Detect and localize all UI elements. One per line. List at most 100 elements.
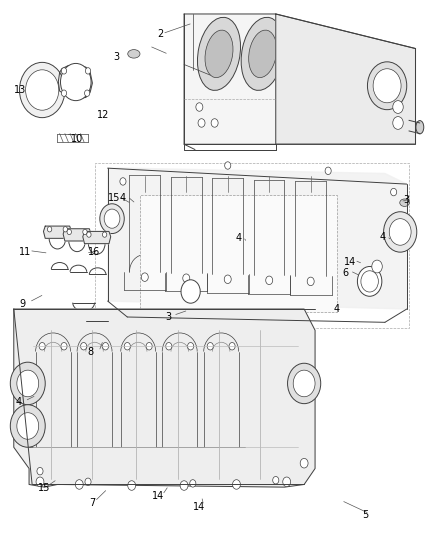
Circle shape: [39, 343, 45, 350]
Circle shape: [37, 467, 43, 475]
Circle shape: [361, 271, 378, 292]
Circle shape: [325, 167, 331, 174]
Circle shape: [357, 266, 382, 296]
Circle shape: [288, 364, 321, 403]
Circle shape: [307, 277, 314, 286]
Circle shape: [36, 477, 44, 487]
Circle shape: [180, 481, 188, 490]
Ellipse shape: [205, 30, 233, 78]
Circle shape: [373, 69, 401, 103]
Circle shape: [211, 119, 218, 127]
Text: 3: 3: [404, 195, 410, 205]
Text: 9: 9: [19, 298, 25, 309]
Circle shape: [198, 119, 205, 127]
Polygon shape: [184, 14, 416, 144]
Text: 4: 4: [120, 193, 126, 204]
Text: 16: 16: [88, 247, 101, 256]
Text: 15: 15: [38, 483, 50, 493]
Circle shape: [393, 117, 403, 130]
Circle shape: [87, 232, 91, 237]
Circle shape: [102, 343, 109, 350]
Text: 14: 14: [193, 502, 205, 512]
Circle shape: [47, 227, 52, 232]
Circle shape: [224, 275, 231, 284]
Circle shape: [293, 370, 315, 397]
Circle shape: [19, 62, 65, 118]
Text: 4: 4: [334, 304, 340, 314]
Circle shape: [391, 188, 397, 196]
Ellipse shape: [400, 199, 410, 206]
Circle shape: [81, 343, 87, 350]
Bar: [95, 163, 409, 328]
Circle shape: [25, 70, 59, 110]
Text: 8: 8: [87, 346, 93, 357]
Circle shape: [17, 413, 39, 439]
Circle shape: [17, 370, 39, 397]
Polygon shape: [83, 231, 111, 244]
Text: 5: 5: [362, 510, 368, 520]
Circle shape: [85, 90, 90, 96]
Text: 13: 13: [14, 85, 26, 95]
Text: 14: 14: [152, 491, 164, 501]
Circle shape: [102, 232, 107, 237]
Circle shape: [11, 405, 45, 447]
Circle shape: [229, 343, 235, 350]
Text: 14: 14: [344, 257, 356, 267]
Circle shape: [146, 343, 152, 350]
Circle shape: [207, 343, 213, 350]
Bar: [141, 195, 337, 312]
Text: 10: 10: [71, 134, 83, 144]
Circle shape: [100, 204, 124, 233]
Circle shape: [141, 273, 148, 281]
Text: 7: 7: [89, 498, 95, 508]
Circle shape: [61, 90, 67, 96]
Circle shape: [283, 477, 290, 487]
Circle shape: [128, 481, 136, 490]
Text: 12: 12: [97, 110, 110, 120]
Circle shape: [273, 477, 279, 484]
Circle shape: [11, 362, 45, 405]
Polygon shape: [58, 66, 92, 99]
Ellipse shape: [416, 120, 424, 134]
Text: 15: 15: [108, 193, 120, 204]
Circle shape: [181, 280, 200, 303]
Text: 3: 3: [113, 52, 120, 61]
Circle shape: [384, 212, 417, 252]
Circle shape: [266, 276, 273, 285]
Polygon shape: [14, 309, 315, 487]
Circle shape: [85, 68, 91, 74]
Circle shape: [183, 274, 190, 282]
Circle shape: [67, 229, 71, 235]
Circle shape: [190, 480, 196, 487]
Circle shape: [367, 62, 407, 110]
Ellipse shape: [249, 30, 277, 78]
Text: 4: 4: [380, 232, 386, 243]
Circle shape: [225, 162, 231, 169]
Circle shape: [196, 103, 203, 111]
Circle shape: [233, 480, 240, 489]
Polygon shape: [63, 229, 91, 241]
Ellipse shape: [128, 50, 140, 58]
Circle shape: [372, 260, 382, 273]
Circle shape: [85, 478, 91, 486]
Circle shape: [104, 209, 120, 228]
Circle shape: [63, 227, 67, 232]
Circle shape: [60, 63, 91, 101]
Ellipse shape: [290, 41, 318, 88]
Text: 4: 4: [236, 233, 242, 244]
Circle shape: [300, 458, 308, 468]
Circle shape: [166, 343, 172, 350]
Text: 4: 4: [15, 397, 21, 407]
Circle shape: [120, 177, 126, 185]
Circle shape: [61, 68, 67, 74]
Circle shape: [187, 343, 194, 350]
Polygon shape: [43, 226, 71, 238]
Circle shape: [61, 343, 67, 350]
Text: 2: 2: [157, 29, 163, 39]
Text: 3: 3: [166, 312, 172, 322]
Polygon shape: [108, 168, 407, 309]
Circle shape: [75, 480, 83, 489]
Ellipse shape: [241, 17, 284, 91]
Ellipse shape: [198, 17, 240, 91]
Circle shape: [393, 101, 403, 114]
